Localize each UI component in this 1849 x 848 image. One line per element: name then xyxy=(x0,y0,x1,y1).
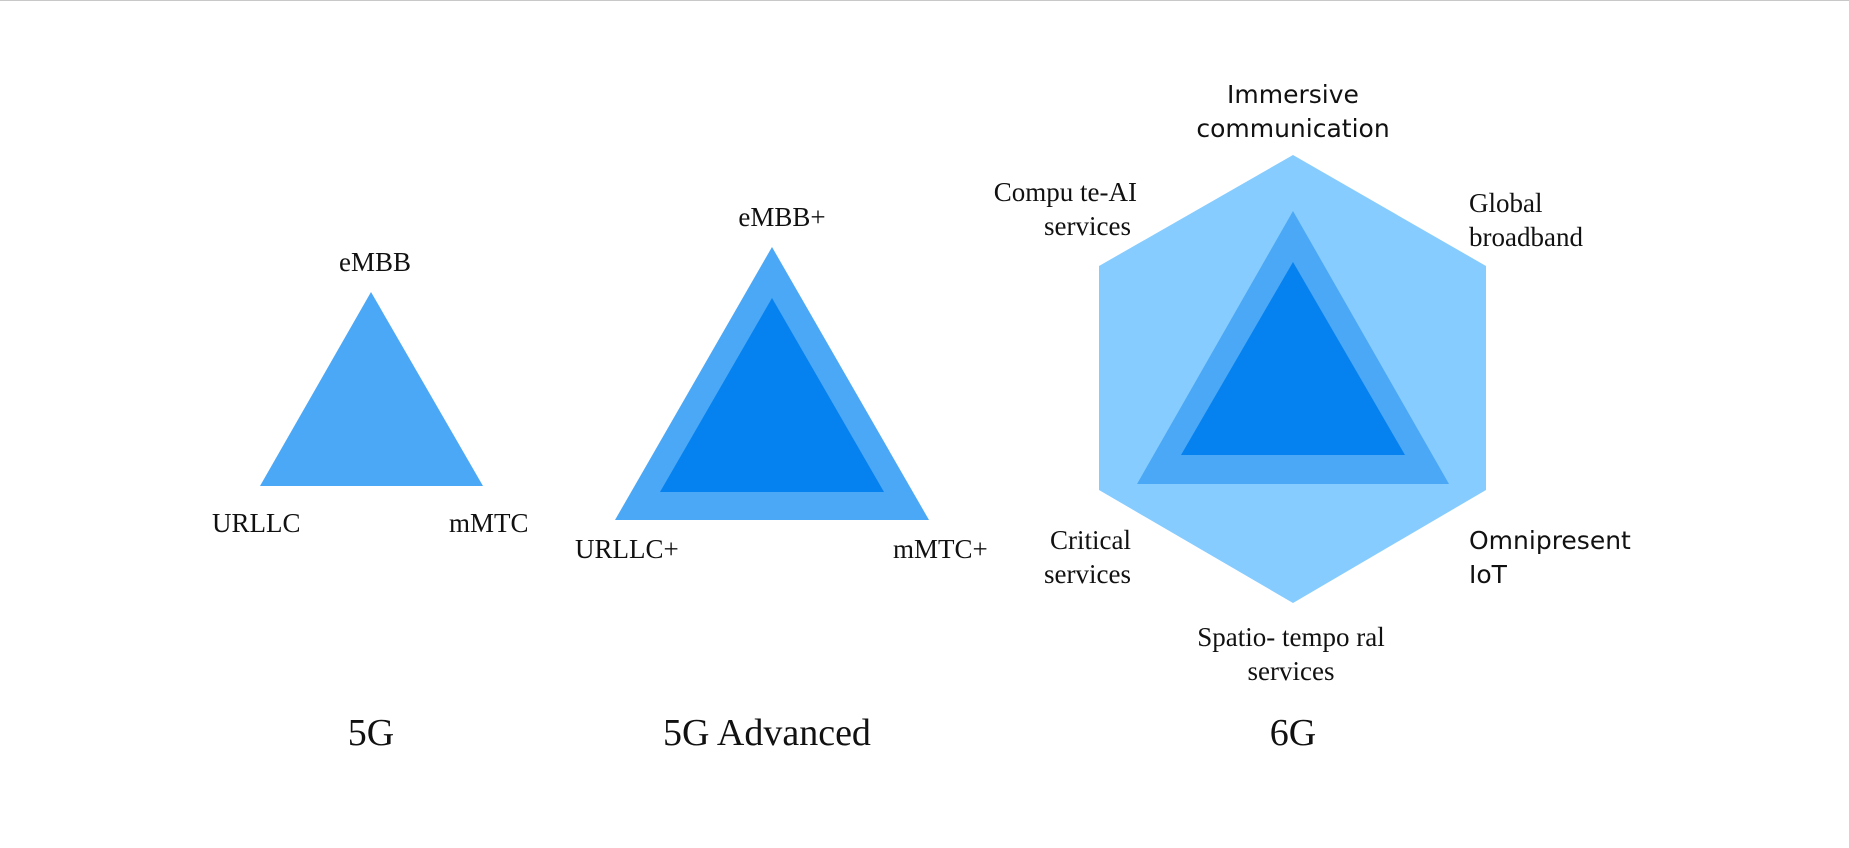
5g-advanced-label-urllc-plus: URLLC+ xyxy=(575,534,679,564)
6g-label-spatio-temporal-services-line1: Spatio- tempo ral xyxy=(1197,622,1384,652)
diagram-5g-advanced: eMBB+ URLLC+ mMTC+ 5G Advanced xyxy=(575,202,988,754)
5g-advanced-label-embb-plus: eMBB+ xyxy=(738,202,825,232)
5g-advanced-inner-triangle xyxy=(660,298,884,492)
5g-label-mmtc: mMTC xyxy=(449,508,529,538)
5g-advanced-label-mmtc-plus: mMTC+ xyxy=(893,534,988,564)
6g-inner-triangle xyxy=(1181,262,1405,455)
top-border-line xyxy=(0,0,1849,1)
6g-label-global-broadband-line1: Global xyxy=(1469,188,1543,218)
6g-caption: 6G xyxy=(1270,712,1316,754)
diagram-5g: eMBB URLLC mMTC 5G xyxy=(212,247,529,754)
6g-label-immersive-communication-line2: communication xyxy=(1196,114,1389,143)
5g-triangle xyxy=(260,292,483,486)
6g-label-critical-services-line1: Critical xyxy=(1050,525,1131,555)
6g-label-omnipresent-iot-line2: IoT xyxy=(1469,560,1508,589)
6g-label-global-broadband-line2: broadband xyxy=(1469,222,1583,252)
5g-caption: 5G xyxy=(348,712,394,754)
5g-label-embb: eMBB xyxy=(339,247,411,277)
5g-label-urllc: URLLC xyxy=(212,508,301,538)
5g-advanced-caption: 5G Advanced xyxy=(663,712,871,754)
6g-label-compute-ai-services-line1: Compu te-AI xyxy=(994,177,1137,207)
6g-label-critical-services-line2: services xyxy=(1044,559,1131,589)
6g-label-compute-ai-services-line2: services xyxy=(1044,211,1131,241)
6g-label-omnipresent-iot-line1: Omnipresent xyxy=(1469,526,1631,555)
diagram-6g: Immersive communication Global broadband… xyxy=(994,80,1631,754)
6g-label-spatio-temporal-services-line2: services xyxy=(1248,656,1335,686)
6g-label-immersive-communication-line1: Immersive xyxy=(1227,80,1359,109)
